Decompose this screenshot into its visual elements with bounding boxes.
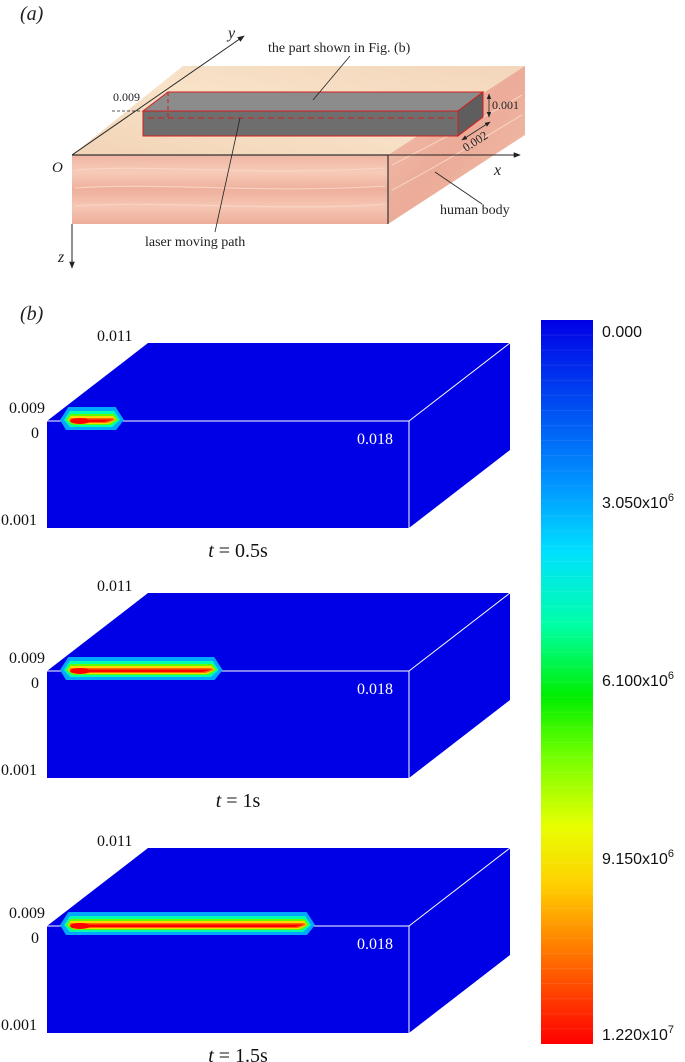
label-front-bottom: 0.001 [1, 762, 37, 779]
label-front-bottom: 0.001 [1, 1017, 37, 1034]
time-caption: t = 0.5s [208, 540, 268, 562]
block-front-face [47, 421, 409, 528]
dim-width-label: 0.009 [113, 90, 140, 104]
callout-body-leader [434, 171, 483, 205]
colorbar-tick-1: 3.050x106 [602, 492, 674, 512]
colorbar-bands [541, 334, 593, 1030]
callout-part-text: the part shown in Fig. (b) [268, 41, 411, 56]
snapshot-3: 0.011 0.009 0 0.001 0.018 t = 1.5s [1, 833, 511, 1062]
panel-a-label: (a) [20, 3, 44, 25]
label-front-right: 0.018 [357, 681, 393, 698]
label-top-left: 0.009 [9, 400, 45, 417]
panel-b-label: (b) [20, 303, 44, 325]
colorbar-tick-3: 9.150x106 [602, 848, 674, 868]
label-front-right: 0.018 [357, 936, 393, 953]
block-side-edge [408, 847, 511, 927]
heat-region [60, 912, 315, 935]
callout-body-text: human body [440, 203, 510, 218]
block-front-face [47, 671, 409, 778]
heated-part-top [141, 91, 485, 112]
label-front-bottom: 0.001 [1, 512, 37, 529]
label-front-right: 0.018 [357, 431, 393, 448]
block-side-edge [408, 592, 511, 672]
heat-contour-6 [72, 669, 211, 672]
label-front-top: 0 [31, 930, 39, 947]
block-side-edge [408, 342, 511, 422]
panel-a: (a) y x z O the part shown in Fig. (b) [20, 3, 525, 269]
colorbar-tick-4: 1.220x107 [602, 1024, 674, 1044]
dim-depth-label: 0.001 [492, 98, 519, 112]
label-top-back: 0.011 [97, 328, 132, 345]
colorbar-tick-labels: 0.000 3.050x106 6.100x106 9.150x106 1.220x10… [602, 324, 674, 1044]
heated-part-front [142, 110, 459, 137]
block-side-face [409, 343, 510, 528]
callout-part-leader [312, 55, 351, 101]
callout-path-text: laser moving path [145, 235, 245, 250]
block-top-face [47, 343, 510, 421]
label-top-back: 0.011 [97, 833, 132, 850]
heat-peak [70, 923, 90, 929]
origin-label: O [52, 160, 63, 176]
time-caption: t = 1s [216, 790, 261, 812]
snapshot-1: 0.011 0.009 0 0.001 0.018 t = 0.5s [1, 328, 511, 562]
label-top-left: 0.009 [9, 650, 45, 667]
colorbar-tick-0: 0.000 [602, 324, 642, 341]
time-caption: t = 1.5s [208, 1045, 268, 1062]
axis-x-label: x [493, 162, 501, 179]
callout-path-leader [214, 117, 241, 233]
block-top-face [47, 593, 510, 671]
axis-z-label: z [57, 249, 65, 266]
heat-region [60, 407, 124, 430]
label-front-top: 0 [31, 425, 39, 442]
label-top-left: 0.009 [9, 905, 45, 922]
colorbar-tick-2: 6.100x106 [602, 670, 674, 690]
colorbar [541, 320, 593, 1044]
block-side-face [409, 848, 510, 1033]
label-front-top: 0 [31, 675, 39, 692]
block-front-face [47, 926, 409, 1033]
heat-contour-6 [72, 924, 303, 927]
snapshot-2: 0.011 0.009 0 0.001 0.018 t = 1s [1, 578, 511, 812]
heat-peak [70, 418, 90, 424]
axis-y-label: y [226, 25, 236, 42]
skin-texture [74, 94, 523, 208]
block-top-face [47, 848, 510, 926]
block-side-face [409, 593, 510, 778]
axis-y-line [71, 35, 245, 156]
heat-peak [70, 668, 90, 674]
label-top-back: 0.011 [97, 578, 132, 595]
heat-region [60, 657, 223, 680]
